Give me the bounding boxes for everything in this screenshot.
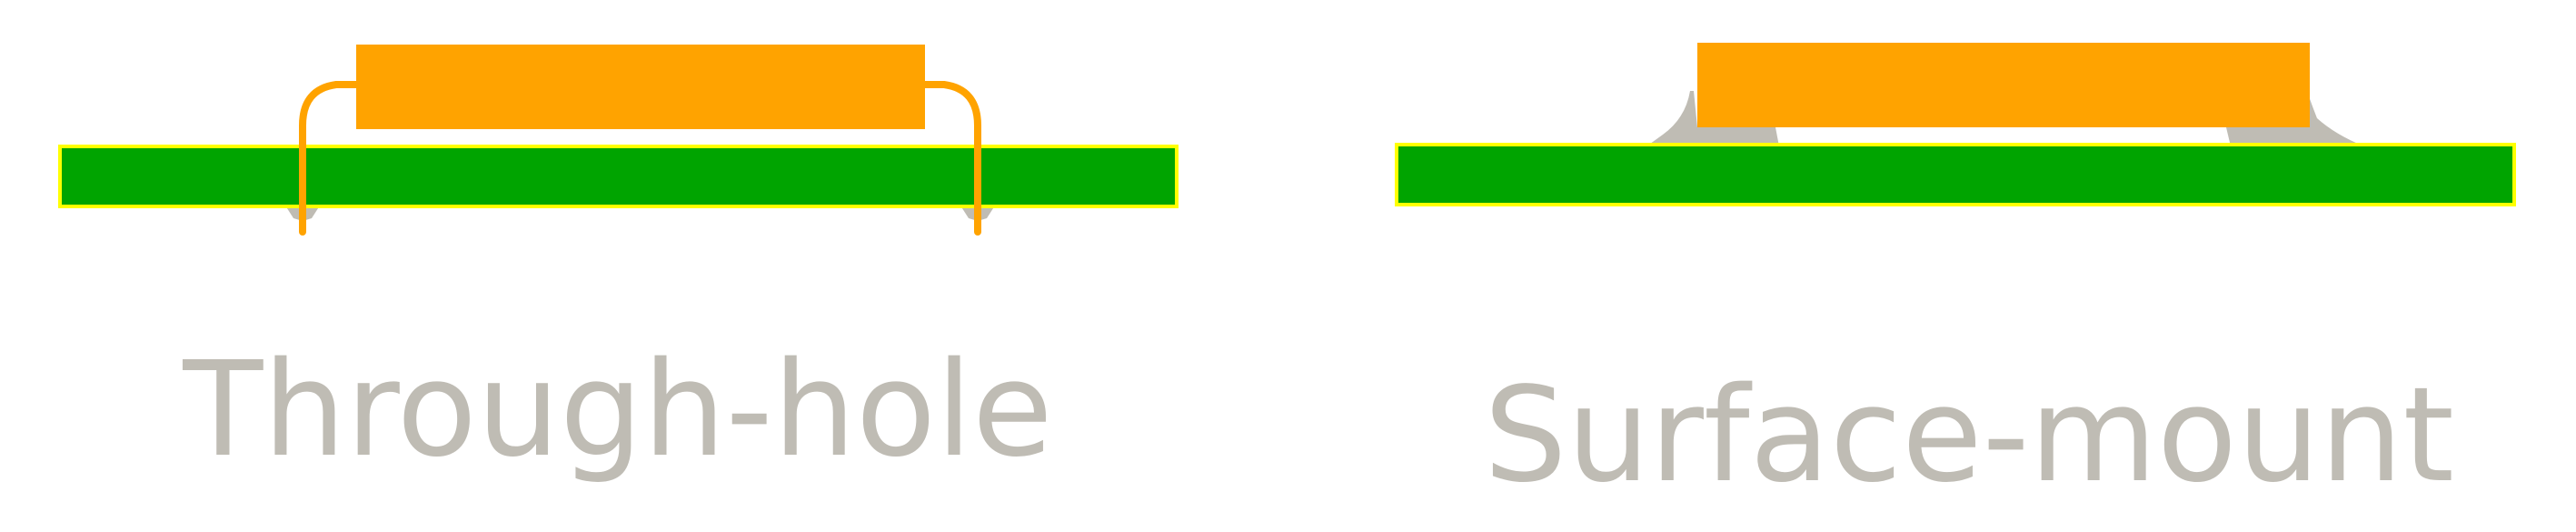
- through-hole-circuit-board: [58, 145, 1179, 208]
- surface-mount-component-body: [1697, 43, 2310, 127]
- surface-mount-label: Surface-mount: [1484, 358, 2454, 511]
- surface-mount-assembly: [1395, 43, 2516, 206]
- through-hole-component-body: [356, 45, 925, 129]
- through-hole-lead-right: [920, 81, 981, 236]
- surface-mount-circuit-board: [1395, 143, 2516, 206]
- through-hole-lead-left: [299, 81, 361, 236]
- surface-mount-solder-joint-right: [2226, 91, 2364, 146]
- surface-mount-solder-joint-left: [1646, 91, 1779, 146]
- through-hole-assembly: [58, 45, 1179, 236]
- through-hole-label: Through-hole: [183, 333, 1053, 486]
